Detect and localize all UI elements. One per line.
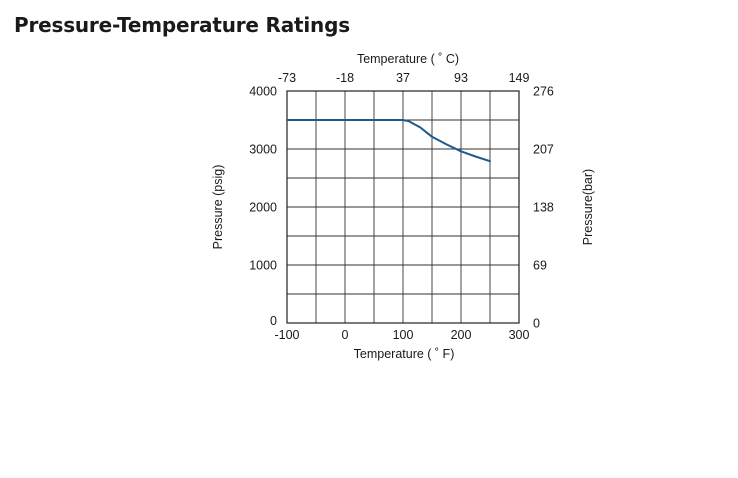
y2-tick-label: 207 (533, 143, 554, 157)
y2-tick-label: 138 (533, 201, 554, 215)
plot-frame (286, 90, 520, 324)
y-tick-label: 1000 (249, 259, 277, 273)
x2-tick-label: 149 (509, 71, 530, 85)
y-tick-label: 0 (270, 314, 277, 328)
chart-grid (287, 91, 519, 323)
series-layer (286, 119, 491, 163)
x-tick-label: 100 (393, 328, 414, 342)
x-tick-label: 0 (342, 328, 349, 342)
x-tick-label: 200 (451, 328, 472, 342)
page-title: Pressure-Temperature Ratings (14, 13, 350, 37)
series-line (286, 119, 491, 163)
x2-tick-label: -18 (336, 71, 354, 85)
y2-tick-label: 69 (533, 259, 547, 273)
y-tick-label: 3000 (249, 143, 277, 157)
x2-tick-label: -73 (278, 71, 296, 85)
y2-tick-label: 276 (533, 85, 554, 99)
y-axis-title: Pressure (psig) (211, 165, 225, 250)
x-tick-label: -100 (274, 328, 299, 342)
y2-axis-title: Pressure(bar) (581, 169, 595, 245)
y-tick-label: 2000 (249, 201, 277, 215)
x-tick-label: 300 (509, 328, 530, 342)
y2-tick-label: 0 (533, 317, 540, 331)
x2-axis-title: Temperature ( ˚ C) (357, 52, 459, 66)
x-axis-title: Temperature ( ˚ F) (354, 347, 455, 361)
tick-labels: -100 0 100 200 300-73 -18 37 93 1490100020003000… (249, 71, 554, 342)
x2-tick-label: 37 (396, 71, 410, 85)
x2-tick-label: 93 (454, 71, 468, 85)
y-tick-label: 4000 (249, 85, 277, 99)
